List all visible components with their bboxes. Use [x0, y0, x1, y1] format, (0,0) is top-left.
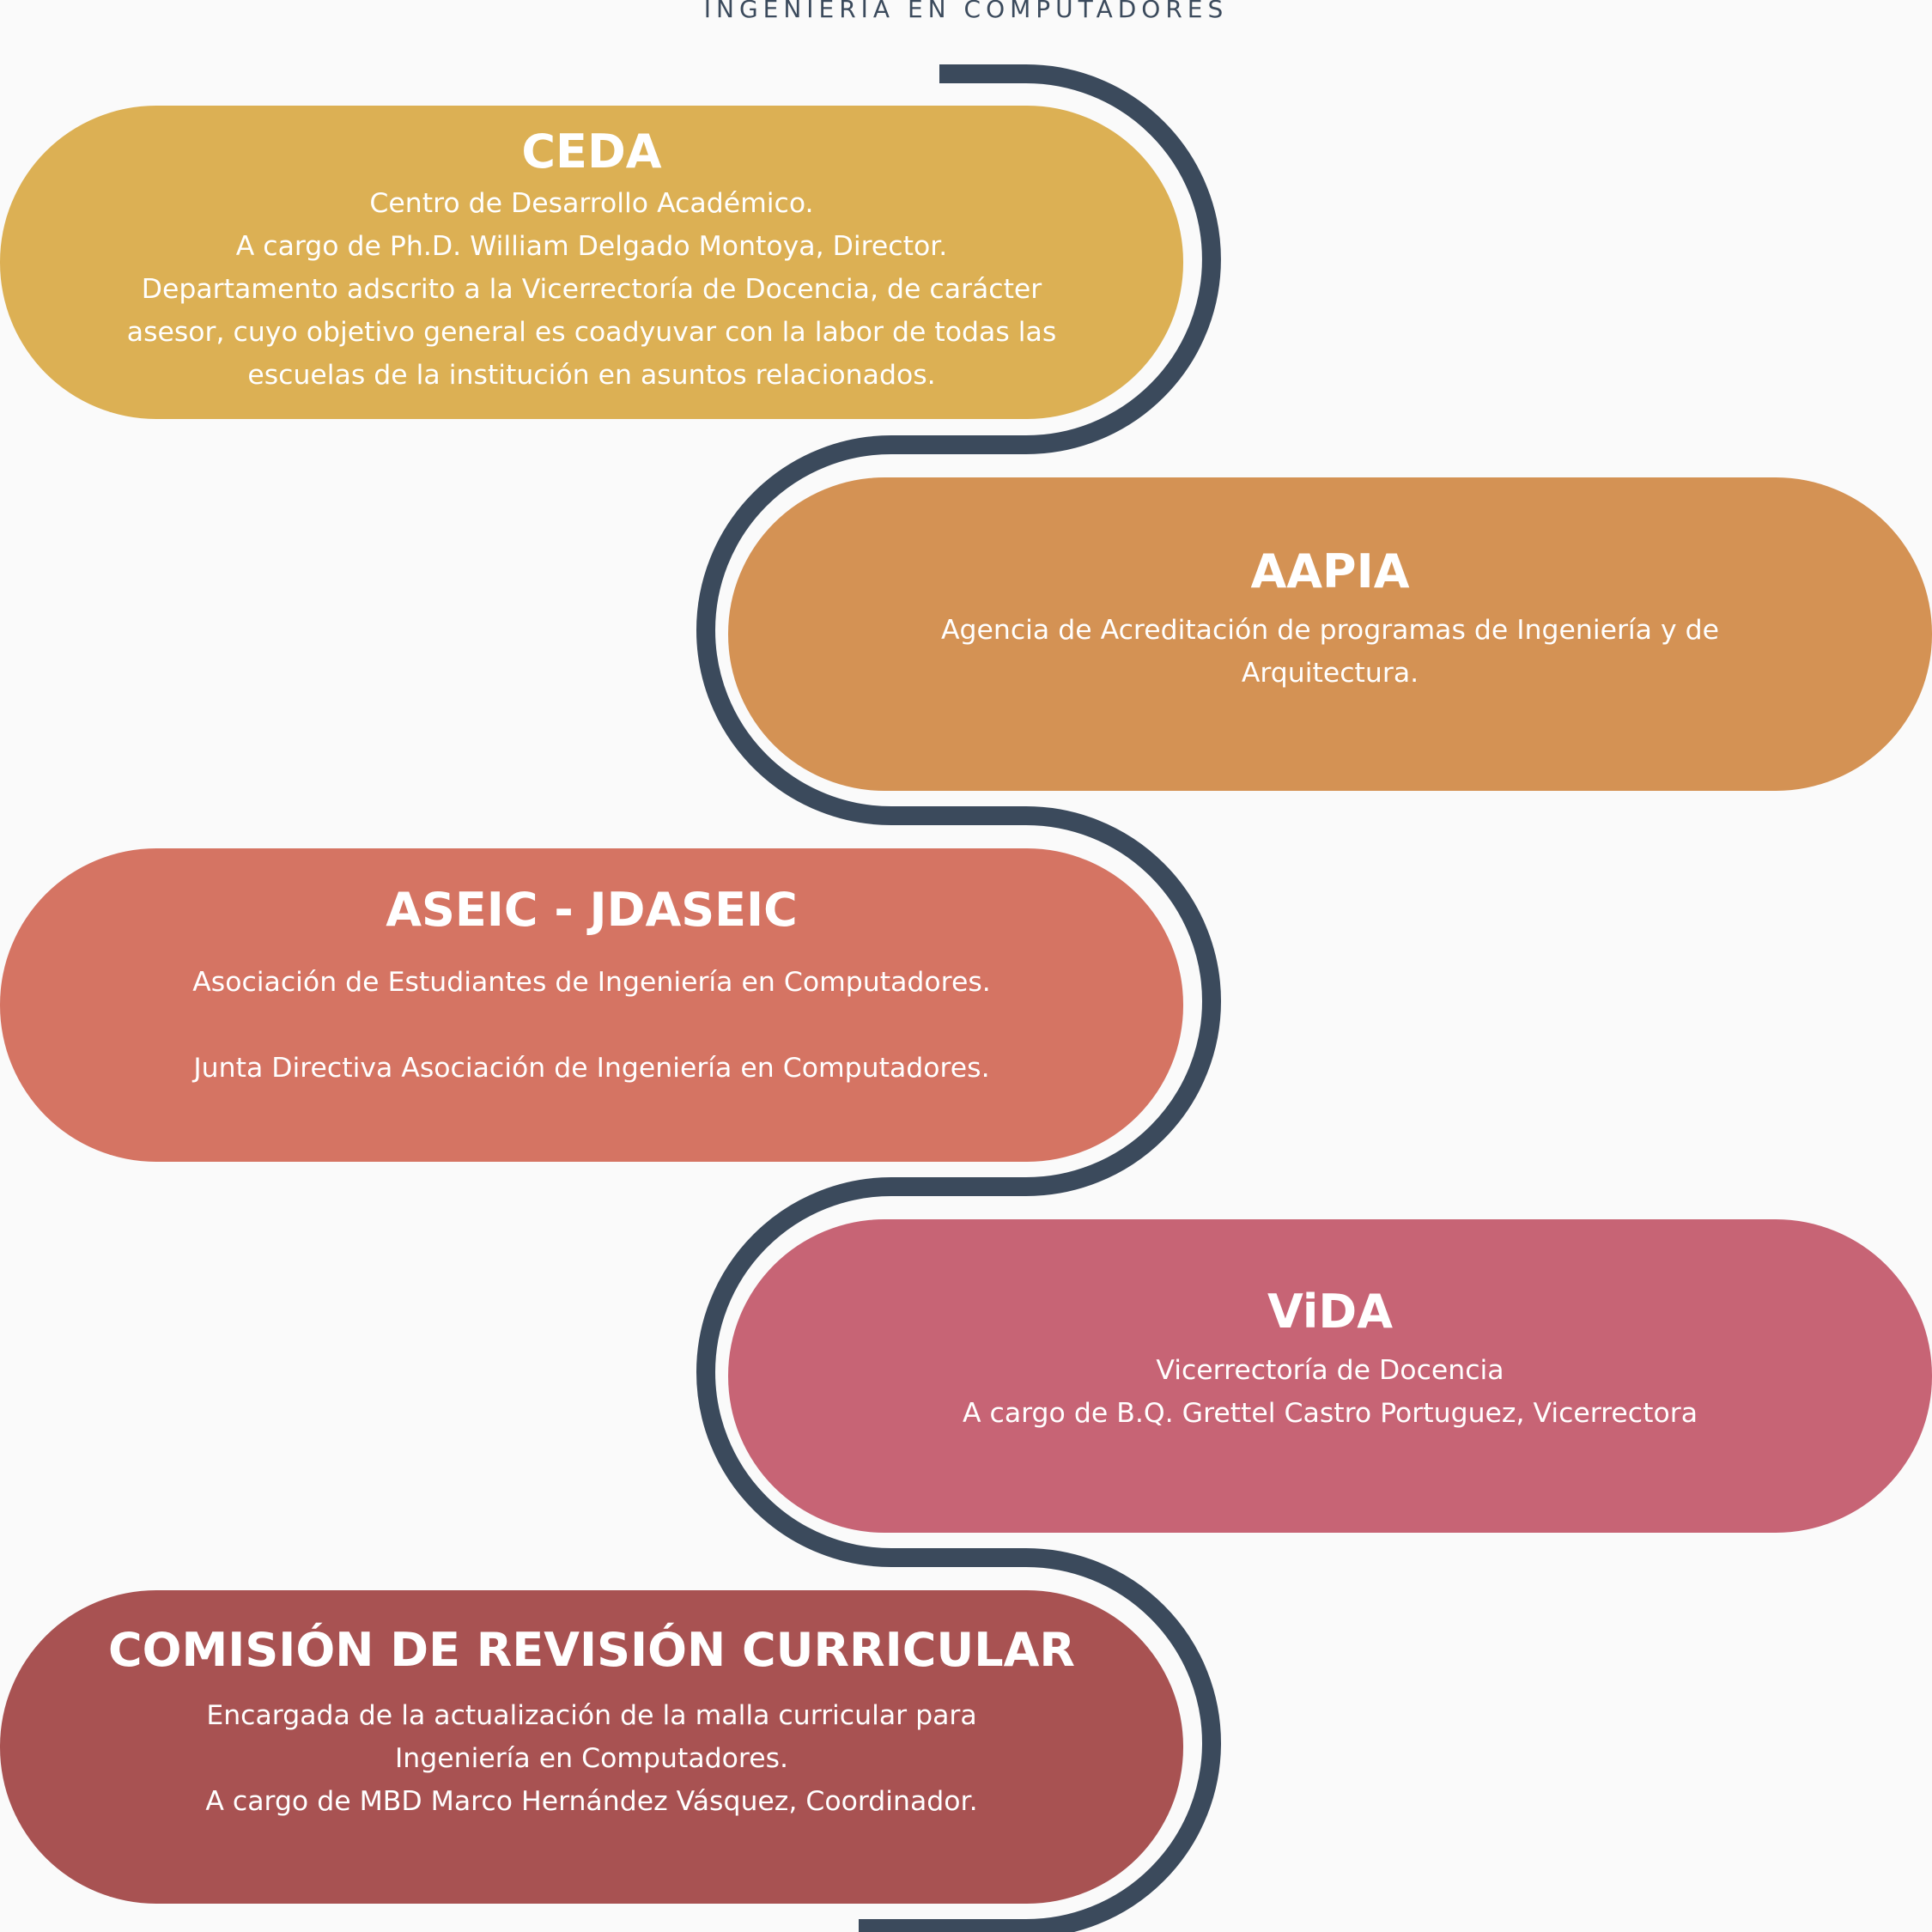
description-line: Departamento adscrito a la Vicerrectoría…	[141, 274, 1042, 306]
vida-block: ViDA Vicerrectoría de Docencia A cargo d…	[728, 1219, 1932, 1533]
description-line: Encargada de la actualización de la mall…	[206, 1700, 977, 1732]
block-description: Agencia de Acreditación de programas de …	[728, 609, 1932, 695]
aapia-block: AAPIA Agencia de Acreditación de program…	[728, 477, 1932, 791]
aseic-block: ASEIC - JDASEIC Asociación de Estudiante…	[0, 848, 1183, 1162]
header-title: INGENIERÍA EN COMPUTADORES	[703, 0, 1229, 23]
block-title: ViDA	[1267, 1285, 1393, 1339]
block-description: Encargada de la actualización de la mall…	[0, 1694, 1183, 1823]
description-line: A cargo de B.Q. Grettel Castro Portuguez…	[962, 1398, 1698, 1430]
description-spacer	[0, 1004, 1183, 1047]
description-line: A cargo de MBD Marco Hernández Vásquez, …	[205, 1786, 978, 1818]
description-line: A cargo de Ph.D. William Delgado Montoya…	[235, 231, 948, 263]
block-description: Centro de Desarrollo Académico. A cargo …	[0, 182, 1183, 397]
description-line: Arquitectura.	[1241, 658, 1419, 690]
description-line: Centro de Desarrollo Académico.	[369, 188, 814, 220]
block-description: Asociación de Estudiantes de Ingeniería …	[0, 961, 1183, 1090]
description-line: escuelas de la institución en asuntos re…	[247, 360, 936, 392]
description-line: Asociación de Estudiantes de Ingeniería …	[192, 967, 991, 999]
description-line: Agencia de Acreditación de programas de …	[940, 615, 1720, 647]
header: INGENIERÍA EN COMPUTADORES	[0, 0, 1932, 26]
comision-block: COMISIÓN DE REVISIÓN CURRICULAR Encargad…	[0, 1590, 1183, 1904]
description-line: Vicerrectoría de Docencia	[1156, 1355, 1504, 1387]
block-title: ASEIC - JDASEIC	[386, 883, 798, 937]
block-title: CEDA	[521, 125, 662, 179]
description-line: asesor, cuyo objetivo general es coadyuv…	[126, 317, 1057, 349]
block-title: COMISIÓN DE REVISIÓN CURRICULAR	[108, 1623, 1075, 1677]
description-line: Junta Directiva Asociación de Ingeniería…	[193, 1053, 990, 1084]
block-title: AAPIA	[1250, 544, 1410, 598]
ceda-block: CEDA Centro de Desarrollo Académico. A c…	[0, 106, 1183, 419]
description-line: Ingeniería en Computadores.	[395, 1743, 788, 1775]
block-description: Vicerrectoría de Docencia A cargo de B.Q…	[728, 1349, 1932, 1435]
